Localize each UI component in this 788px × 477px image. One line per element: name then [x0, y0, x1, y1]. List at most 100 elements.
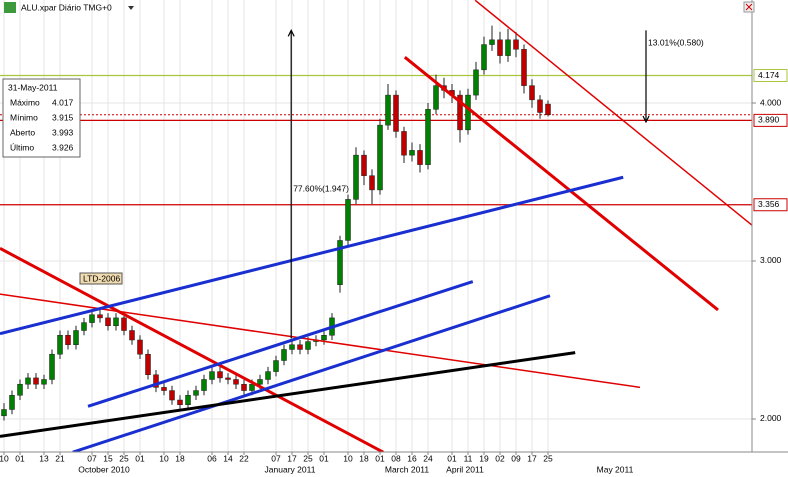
candle-body: [113, 317, 119, 327]
trendline: [72, 294, 551, 452]
candle-body: [369, 175, 375, 191]
x-tick-label: 22: [239, 453, 249, 463]
candle-body: [529, 85, 535, 101]
trendline: [403, 56, 719, 312]
candle-body: [273, 360, 279, 372]
x-tick-label: 01: [135, 453, 145, 463]
info-date: 31-May-2011: [8, 82, 58, 92]
candle-body: [521, 49, 527, 86]
candle-body: [161, 387, 167, 391]
candle-body: [121, 317, 127, 331]
candle-body: [73, 330, 79, 345]
candle-body: [177, 399, 183, 406]
y-tick-label: 3.000: [760, 255, 782, 265]
x-tick-label: 25: [119, 453, 129, 463]
axes: 2.000 3.000 4.000 10 01 13 21 07 15 25 01 10 18 06 14 2…: [0, 69, 788, 474]
x-tick-label: 19: [479, 453, 489, 463]
candle-body: [545, 103, 551, 115]
x-tick-label: 16: [407, 453, 417, 463]
level-label-box: [753, 69, 788, 83]
arrow-head: [287, 28, 295, 37]
candle-body: [505, 39, 511, 56]
candle-body: [249, 383, 255, 391]
candle-body: [385, 94, 391, 126]
x-tick-label: 07: [271, 453, 281, 463]
x-tick-label: 09: [511, 453, 521, 463]
symbol-icon: [4, 2, 16, 13]
x-tick-label: 10: [0, 453, 9, 463]
candle-body: [401, 131, 407, 156]
x-tick-label: 08: [391, 453, 401, 463]
annotation: LTD-2006: [79, 272, 123, 285]
candle-body: [409, 150, 415, 156]
x-tick-label: 01: [375, 453, 385, 463]
annotation-text: LTD-2006: [83, 273, 120, 283]
candle-body: [241, 383, 247, 391]
candle-body: [537, 99, 543, 113]
candle-body: [185, 395, 191, 406]
candle-body: [465, 94, 471, 131]
candle-body: [457, 94, 463, 131]
candle-body: [201, 379, 207, 391]
candle-body: [425, 109, 431, 165]
candle-body: [9, 395, 15, 410]
month-label: March 2011: [385, 464, 430, 474]
month-label: January 2011: [265, 464, 316, 474]
candle-body: [265, 371, 271, 380]
measure-label: 13.01%(0.580): [648, 37, 704, 47]
trendline: [0, 247, 384, 452]
candle-body: [377, 124, 383, 191]
x-tick-label: 06: [207, 453, 217, 463]
x-tick-label: 11: [464, 453, 473, 463]
x-tick-label: 10: [343, 453, 353, 463]
info-label: Máximo: [10, 97, 40, 107]
candle-body: [145, 353, 151, 375]
month-label: May 2011: [597, 464, 634, 474]
candle-body: [169, 390, 175, 401]
candle-body: [105, 317, 111, 327]
x-tick-label: 10: [159, 453, 169, 463]
info-value: 3.915: [52, 112, 74, 122]
level-label: 3.890: [758, 115, 780, 125]
dropdown-arrow[interactable]: [128, 6, 134, 10]
trendline: [474, 0, 752, 227]
candle-body: [233, 379, 239, 385]
candle-body: [193, 390, 199, 396]
x-tick-label: 01: [447, 453, 457, 463]
candle-body: [321, 334, 327, 341]
trendline: [0, 293, 641, 389]
candle-body: [417, 150, 423, 165]
x-tick-label: 17: [287, 453, 297, 463]
x-tick-label: 15: [103, 453, 113, 463]
level-label: 3.356: [758, 199, 780, 209]
y-tick-label: 2.000: [760, 413, 782, 423]
candle-body: [337, 240, 343, 285]
candle-body: [209, 371, 215, 380]
x-tick-label: 25: [303, 453, 313, 463]
candle-body: [153, 374, 159, 388]
x-tick-label: 02: [495, 453, 505, 463]
candle-body: [89, 314, 95, 323]
info-value: 3.993: [52, 127, 74, 137]
x-tick-label: 13: [39, 453, 49, 463]
measure-label: 77.60%(1.947): [293, 184, 349, 194]
info-value: 4.017: [52, 97, 74, 107]
x-tick-label: 25: [543, 453, 553, 463]
x-tick-label: 21: [55, 453, 65, 463]
candle-body: [289, 344, 295, 350]
x-tick-label: 01: [319, 453, 329, 463]
candle-body: [393, 94, 399, 132]
candle-body: [97, 314, 103, 319]
info-box-frame: [2, 78, 81, 158]
candle-body: [1, 409, 7, 417]
candle-body: [305, 341, 311, 350]
x-tick-label: 14: [223, 453, 233, 463]
level-label-box: [753, 198, 788, 212]
chart-title: ALU.xpar Diário TMG+0: [21, 2, 112, 12]
level-label: 4.174: [758, 70, 780, 80]
info-label: Mínimo: [10, 112, 38, 122]
info-label: Aberto: [10, 127, 35, 137]
info-value: 3.926: [52, 142, 74, 152]
